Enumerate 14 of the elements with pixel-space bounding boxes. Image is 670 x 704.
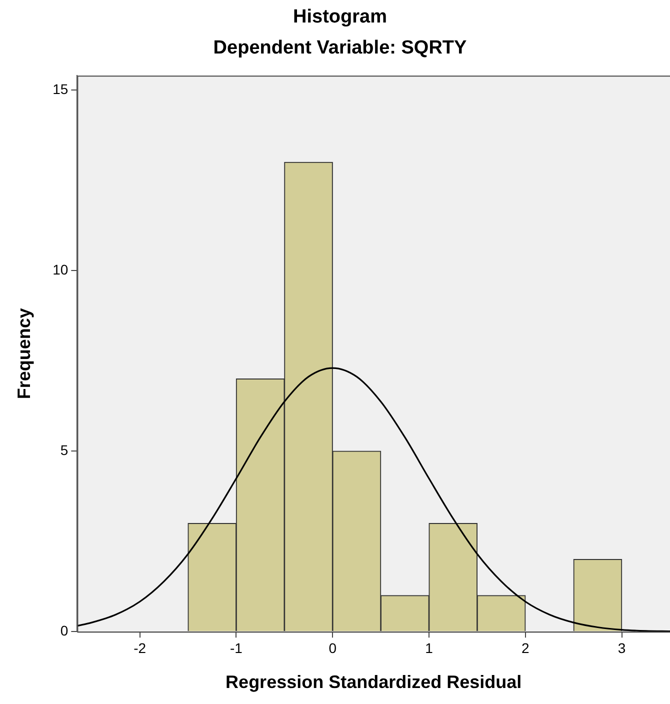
x-tick-label: -2 [134, 640, 146, 656]
y-tick-label: 10 [52, 261, 68, 278]
x-tick-label: 0 [328, 640, 337, 656]
x-axis-title: Regression Standardized Residual [226, 672, 522, 692]
y-tick-label: 0 [60, 622, 68, 638]
x-tick-label: 2 [522, 640, 530, 656]
x-tick-label: 1 [425, 640, 434, 656]
chart-subtitle: Dependent Variable: SQRTY [213, 37, 468, 58]
y-tick-label: 15 [52, 80, 68, 97]
chart-title: Histogram [293, 6, 387, 28]
x-tick-label: -1 [230, 640, 243, 656]
y-tick-label: 5 [60, 442, 68, 458]
x-tick-label: 3 [618, 640, 626, 656]
y-axis-title: Frequency [14, 308, 34, 400]
